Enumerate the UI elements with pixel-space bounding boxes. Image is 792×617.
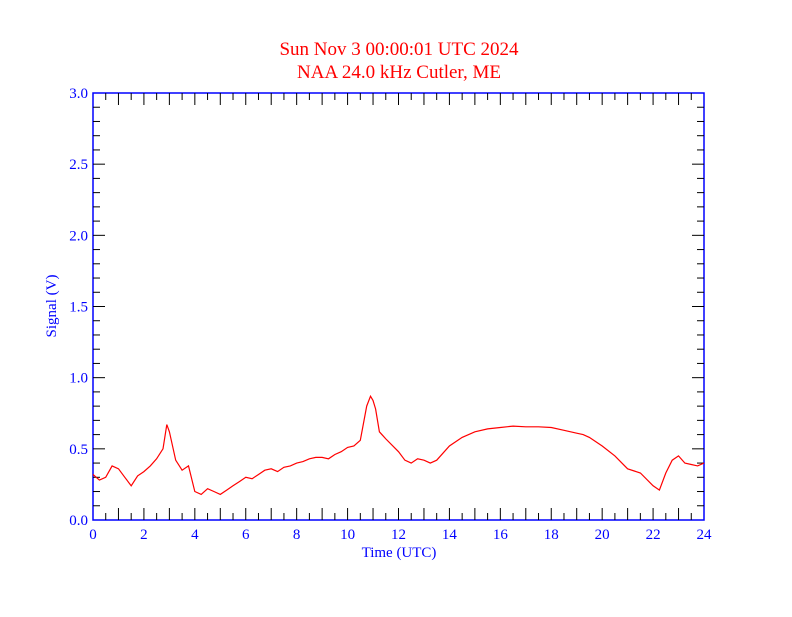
x-tick-label: 22	[646, 527, 661, 543]
x-tick-label: 10	[340, 527, 355, 543]
x-tick-label: 4	[191, 527, 199, 543]
y-tick-label: 1.0	[69, 371, 88, 387]
x-tick-label: 8	[293, 527, 301, 543]
x-tick-label: 12	[391, 527, 406, 543]
y-tick-label: 0.5	[69, 442, 88, 458]
x-tick-label: 24	[697, 527, 713, 543]
x-tick-label: 18	[544, 527, 559, 543]
plot-frame	[92, 92, 705, 521]
chart-subtitle: NAA 24.0 kHz Cutler, ME	[297, 62, 501, 83]
y-tick-label: 2.5	[69, 157, 88, 173]
x-tick-label: 20	[595, 527, 610, 543]
chart-title: Sun Nov 3 00:00:01 UTC 2024	[279, 39, 519, 60]
y-tick-label: 3.0	[69, 86, 88, 102]
tick-labels: 0 2 4 6 8 10 12 14 16 18 20 22 240.00.51.01.52.02.53…	[69, 86, 712, 543]
x-tick-label: 14	[442, 527, 458, 543]
x-axis-label: Time (UTC)	[362, 545, 437, 561]
x-tick-label: 6	[242, 527, 250, 543]
signal-line	[92, 394, 705, 496]
axis-ticks	[93, 93, 704, 520]
x-tick-label: 2	[140, 527, 148, 543]
y-axis-label: Signal (V)	[44, 275, 60, 338]
x-tick-label: 0	[89, 527, 97, 543]
y-tick-label: 2.0	[69, 228, 88, 244]
x-tick-label: 16	[493, 527, 509, 543]
y-tick-label: 0.0	[69, 513, 88, 529]
y-tick-label: 1.5	[69, 300, 88, 316]
